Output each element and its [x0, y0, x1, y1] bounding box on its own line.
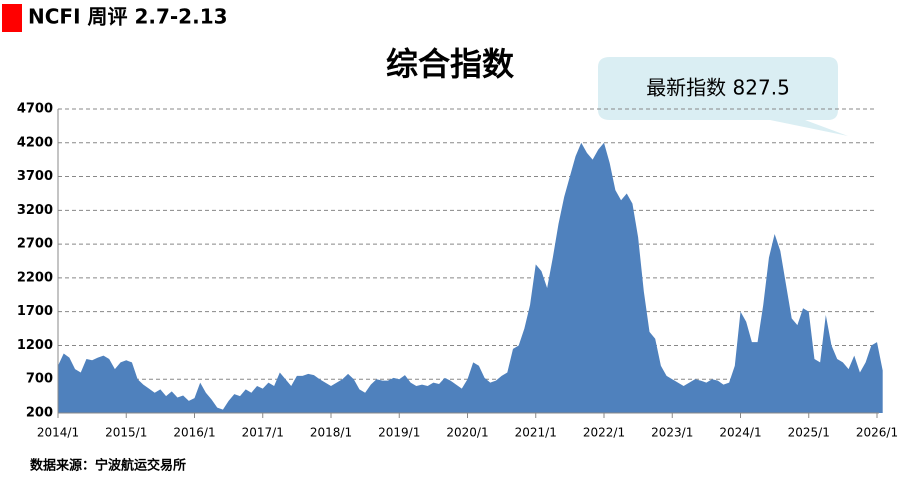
y-tick-label: 4200 — [17, 135, 53, 150]
x-tick-label: 2014/1 — [37, 426, 79, 440]
x-tick-label: 2018/1 — [310, 426, 352, 440]
x-tick-label: 2025/1 — [788, 426, 830, 440]
y-tick-label: 1200 — [17, 338, 53, 353]
y-tick-label: 3200 — [17, 203, 53, 218]
x-tick-label: 2015/1 — [105, 426, 147, 440]
x-tick-label: 2022/1 — [583, 426, 625, 440]
y-tick-label: 200 — [26, 406, 53, 421]
source: 数据来源：宁波航运交易所 — [30, 458, 186, 474]
x-tick-label: 2017/1 — [242, 426, 284, 440]
y-tick-label: 2200 — [17, 270, 53, 285]
chart-title: 综合指数 — [386, 45, 515, 83]
callout-bubble — [598, 57, 848, 136]
x-tick-label: 2020/1 — [446, 426, 488, 440]
y-tick-label: 3700 — [17, 169, 53, 184]
x-tick-label: 2019/1 — [378, 426, 420, 440]
header-marker — [2, 4, 22, 32]
x-tick-label: 2016/1 — [173, 426, 215, 440]
y-tick-label: 4700 — [17, 102, 53, 117]
callout: 最新指数 827.5 — [646, 76, 790, 100]
x-tick-label: 2021/1 — [515, 426, 557, 440]
header: NCFI 周评 2.7-2.13 — [28, 5, 228, 29]
x-tick-label: 2026/1 — [856, 426, 898, 440]
y-tick-label: 700 — [26, 372, 53, 387]
area — [58, 142, 883, 413]
x-tick-label: 2023/1 — [651, 426, 693, 440]
x-tick-label: 2024/1 — [719, 426, 761, 440]
y-tick-label: 1700 — [17, 304, 53, 319]
y-tick-label: 2700 — [17, 237, 53, 252]
